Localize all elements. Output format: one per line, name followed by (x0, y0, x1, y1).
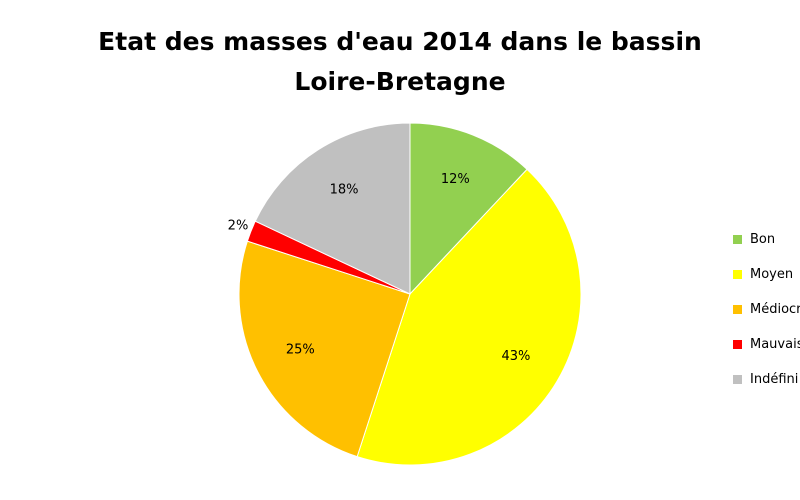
legend-item-mediocre: Médiocre (733, 292, 800, 327)
legend-item-bon: Bon (733, 222, 800, 257)
legend-swatch-bon (733, 235, 742, 244)
chart-title: Etat des masses d'eau 2014 dans le bassi… (0, 22, 800, 102)
data-label-bon: 12% (441, 172, 470, 187)
legend-swatch-mediocre (733, 305, 742, 314)
data-label-moyen: 43% (502, 349, 531, 364)
legend-item-moyen: Moyen (733, 257, 800, 292)
chart-title-line-2: Loire-Bretagne (294, 67, 506, 96)
legend-label-indefini: Indéfini (750, 372, 799, 387)
legend-swatch-moyen (733, 270, 742, 279)
data-label-indefini: 18% (330, 183, 359, 198)
legend-label-mediocre: Médiocre (750, 302, 800, 317)
legend-label-moyen: Moyen (750, 267, 794, 282)
pie-slice-indefini (254, 122, 411, 295)
legend-label-bon: Bon (750, 232, 776, 247)
chart-title-line-1: Etat des masses d'eau 2014 dans le bassi… (98, 27, 702, 56)
legend-swatch-mauvais (733, 340, 742, 349)
legend-swatch-indefini (733, 375, 742, 384)
legend: Bon Moyen Médiocre Mauvais Indéfini (733, 222, 800, 397)
data-label-mediocre: 25% (286, 342, 315, 357)
legend-label-mauvais: Mauvais (750, 337, 800, 352)
pie-slice-moyen (356, 168, 582, 466)
legend-item-indefini: Indéfini (733, 362, 800, 397)
data-label-mauvais: 2% (228, 218, 249, 233)
pie-slice-mediocre (238, 240, 411, 458)
legend-item-mauvais: Mauvais (733, 327, 800, 362)
pie-slice-bon (409, 122, 528, 296)
